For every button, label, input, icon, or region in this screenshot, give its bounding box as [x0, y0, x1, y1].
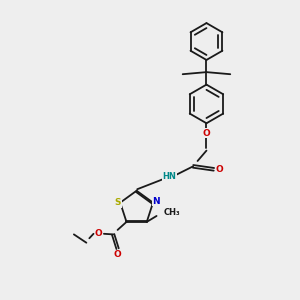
Text: O: O: [202, 129, 210, 138]
Text: N: N: [152, 197, 160, 206]
Text: S: S: [115, 198, 121, 207]
Text: O: O: [95, 229, 103, 238]
Text: O: O: [114, 250, 122, 259]
Text: HN: HN: [162, 172, 176, 181]
Text: O: O: [215, 165, 223, 174]
Text: CH₃: CH₃: [164, 208, 180, 217]
